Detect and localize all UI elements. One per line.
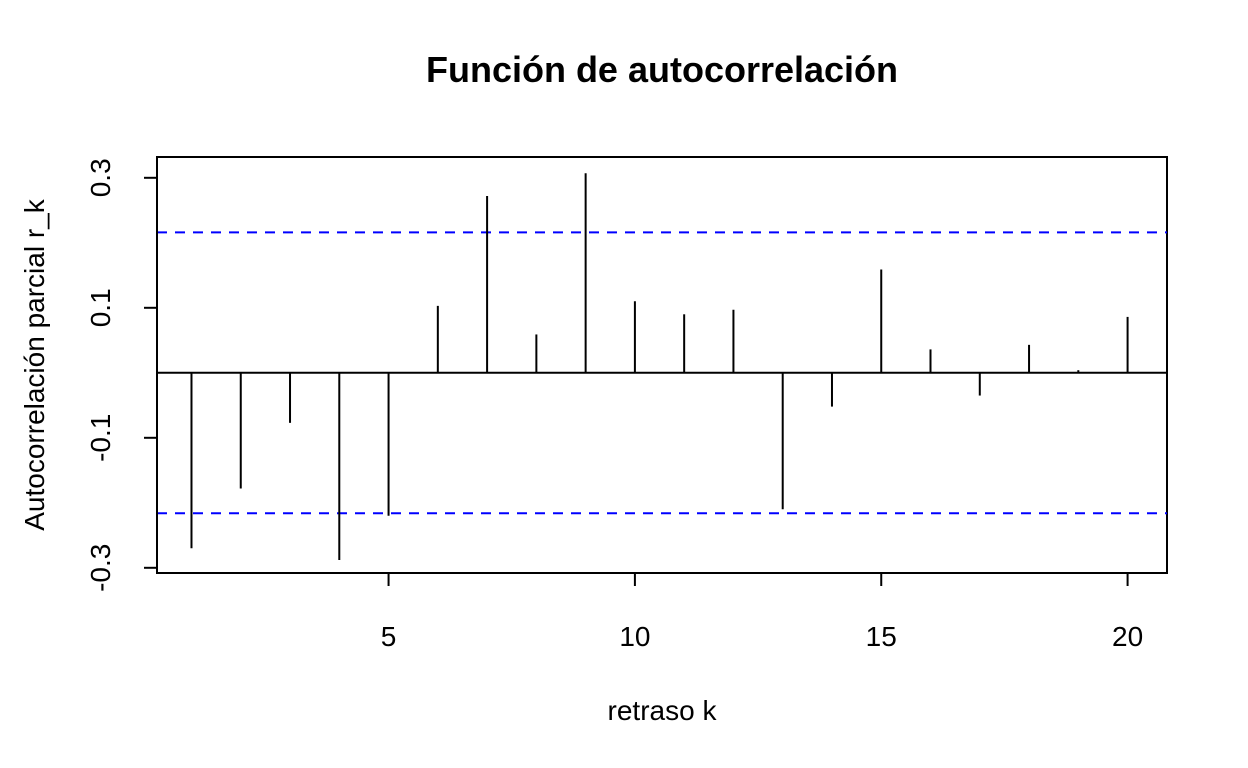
- y-axis-label: Autocorrelación parcial r_k: [19, 198, 50, 530]
- x-tick-label-15: 15: [866, 621, 897, 652]
- acf-spikes: [190, 173, 1129, 560]
- y-tick-label--0_1: -0.1: [85, 414, 116, 462]
- plot-frame: [156, 156, 1168, 574]
- x-tick-label-5: 5: [381, 621, 397, 652]
- x-tick-label-20: 20: [1112, 621, 1143, 652]
- y-tick-label-0_1: 0.1: [85, 288, 116, 327]
- x-axis: 5 10 15 20: [381, 572, 1143, 652]
- y-axis: -0.3 -0.1 0.1 0.3: [85, 158, 158, 592]
- x-tick-label-10: 10: [619, 621, 650, 652]
- x-axis-label: retraso k: [608, 695, 718, 726]
- y-tick-label-0_3: 0.3: [85, 158, 116, 197]
- confidence-limits: [157, 231, 1167, 515]
- chart-title: Función de autocorrelación: [426, 49, 898, 90]
- y-tick-label--0_3: -0.3: [85, 544, 116, 592]
